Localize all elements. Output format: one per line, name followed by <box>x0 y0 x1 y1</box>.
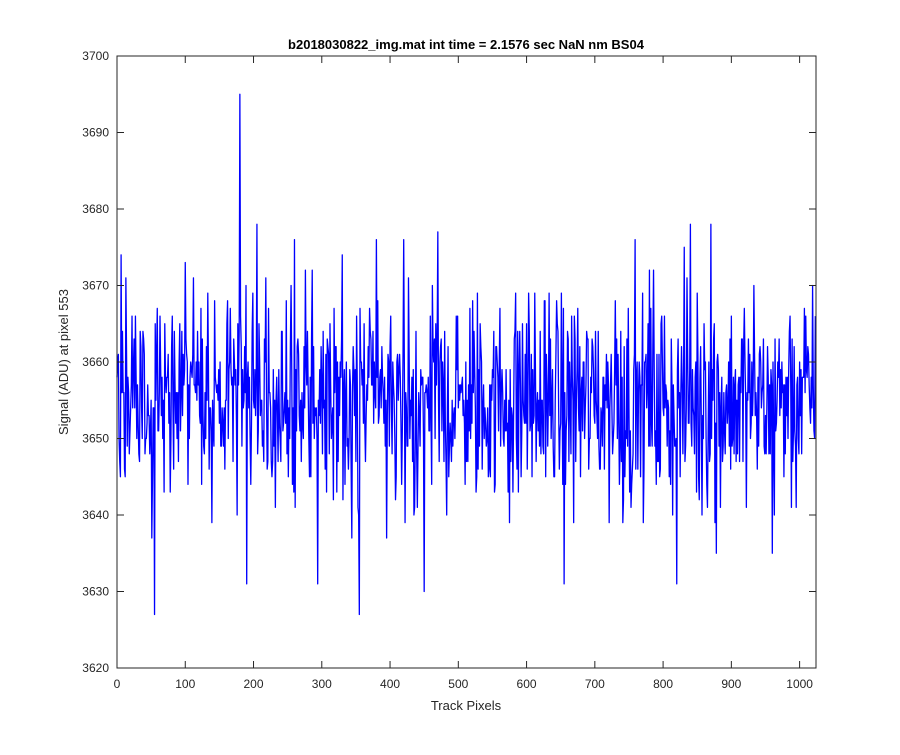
y-tick-label: 3630 <box>82 585 109 599</box>
x-axis: 0 100 200 300 400 500 600 700 800 900 1000 <box>114 56 813 691</box>
x-axis-title: Track Pixels <box>431 698 502 713</box>
y-tick-label: 3660 <box>82 355 109 369</box>
signal-series-line <box>116 93 816 616</box>
x-tick-label: 900 <box>721 677 741 691</box>
x-tick-label: 600 <box>517 677 537 691</box>
y-tick-label: 3620 <box>82 661 109 675</box>
series-layer <box>116 93 816 616</box>
x-tick-label: 800 <box>653 677 673 691</box>
x-tick-label: 200 <box>244 677 264 691</box>
x-tick-label: 400 <box>380 677 400 691</box>
y-axis-title: Signal (ADU) at pixel 553 <box>56 289 71 435</box>
x-tick-label: 500 <box>448 677 468 691</box>
x-tick-label: 1000 <box>786 677 813 691</box>
x-tick-label: 0 <box>114 677 121 691</box>
x-tick-label: 700 <box>585 677 605 691</box>
y-tick-label: 3700 <box>82 49 109 63</box>
y-axis: 3620 3630 3640 3650 3660 3670 3680 3690 3700 <box>82 49 816 675</box>
x-tick-label: 100 <box>175 677 195 691</box>
y-tick-label: 3650 <box>82 432 109 446</box>
y-tick-label: 3640 <box>82 508 109 522</box>
chart-title: b2018030822_img.mat int time = 2.1576 se… <box>288 37 645 52</box>
y-tick-label: 3670 <box>82 279 109 293</box>
x-tick-label: 300 <box>312 677 332 691</box>
y-tick-label: 3680 <box>82 202 109 216</box>
y-tick-label: 3690 <box>82 126 109 140</box>
